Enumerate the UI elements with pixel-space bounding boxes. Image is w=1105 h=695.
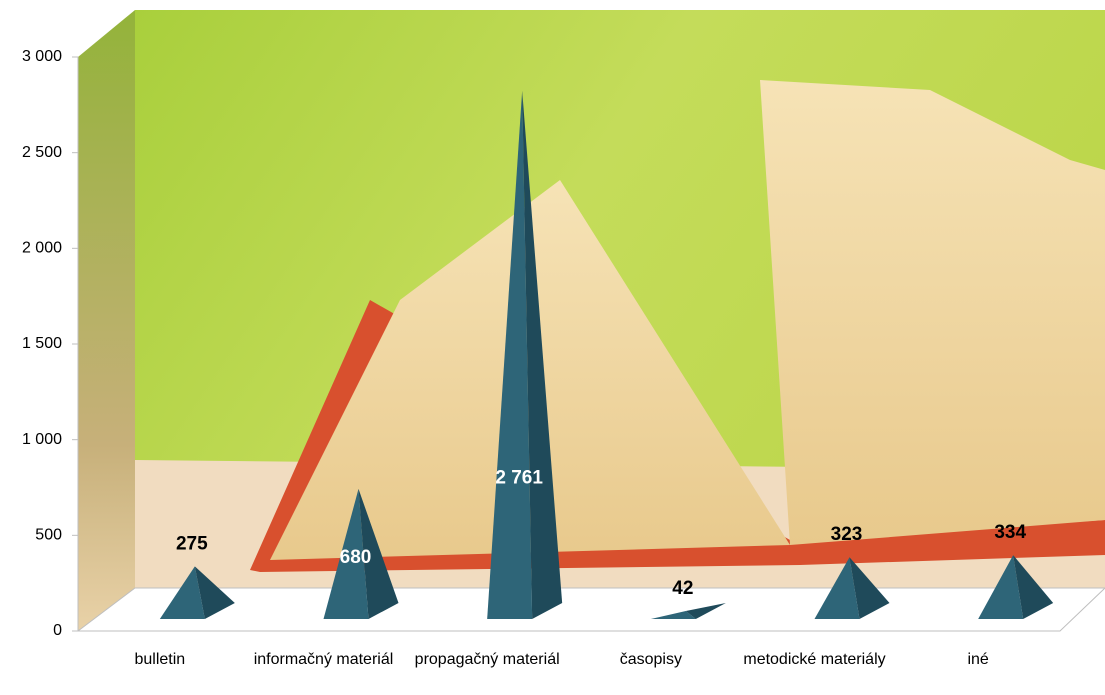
y-tick-label: 2 500: [22, 144, 62, 161]
pyramid-front: [650, 610, 696, 619]
value-label: 42: [672, 578, 693, 599]
x-tick-label: informačný materiál: [253, 651, 394, 668]
pyramid-front: [487, 90, 533, 620]
value-label: 323: [831, 524, 863, 545]
pyramid-side: [849, 557, 890, 619]
y-tick-label: 1 000: [22, 431, 62, 448]
y-tick-label: 1 500: [22, 335, 62, 352]
y-tick-label: 3 000: [22, 48, 62, 65]
pyramid-side: [1013, 555, 1054, 619]
y-tick-label: 0: [53, 622, 62, 639]
value-label: 2 761: [495, 467, 543, 488]
x-tick-label: časopisy: [619, 651, 682, 668]
book-pages-right: [760, 80, 1105, 545]
floor: [76, 587, 1105, 632]
x-tick-label: propagačný materiál: [414, 651, 560, 668]
pyramid-side: [522, 90, 563, 620]
value-label: 680: [340, 547, 372, 568]
value-label: 334: [994, 522, 1026, 543]
x-tick-label: metodické materiály: [743, 651, 886, 668]
value-label: 275: [176, 533, 208, 554]
pyramid-front: [978, 555, 1024, 619]
pyramid-front: [323, 488, 369, 619]
y-tick-label: 2 000: [22, 240, 62, 257]
pyramid-side: [685, 603, 726, 619]
pyramid-side: [358, 488, 399, 619]
x-tick-label: bulletin: [134, 651, 186, 668]
pyramid-side: [194, 566, 235, 619]
pyramid-front: [814, 557, 860, 619]
side-wall: [78, 10, 135, 631]
pyramid-front: [159, 566, 205, 619]
y-tick-label: 500: [35, 527, 62, 544]
x-tick-label: iné: [967, 651, 989, 668]
